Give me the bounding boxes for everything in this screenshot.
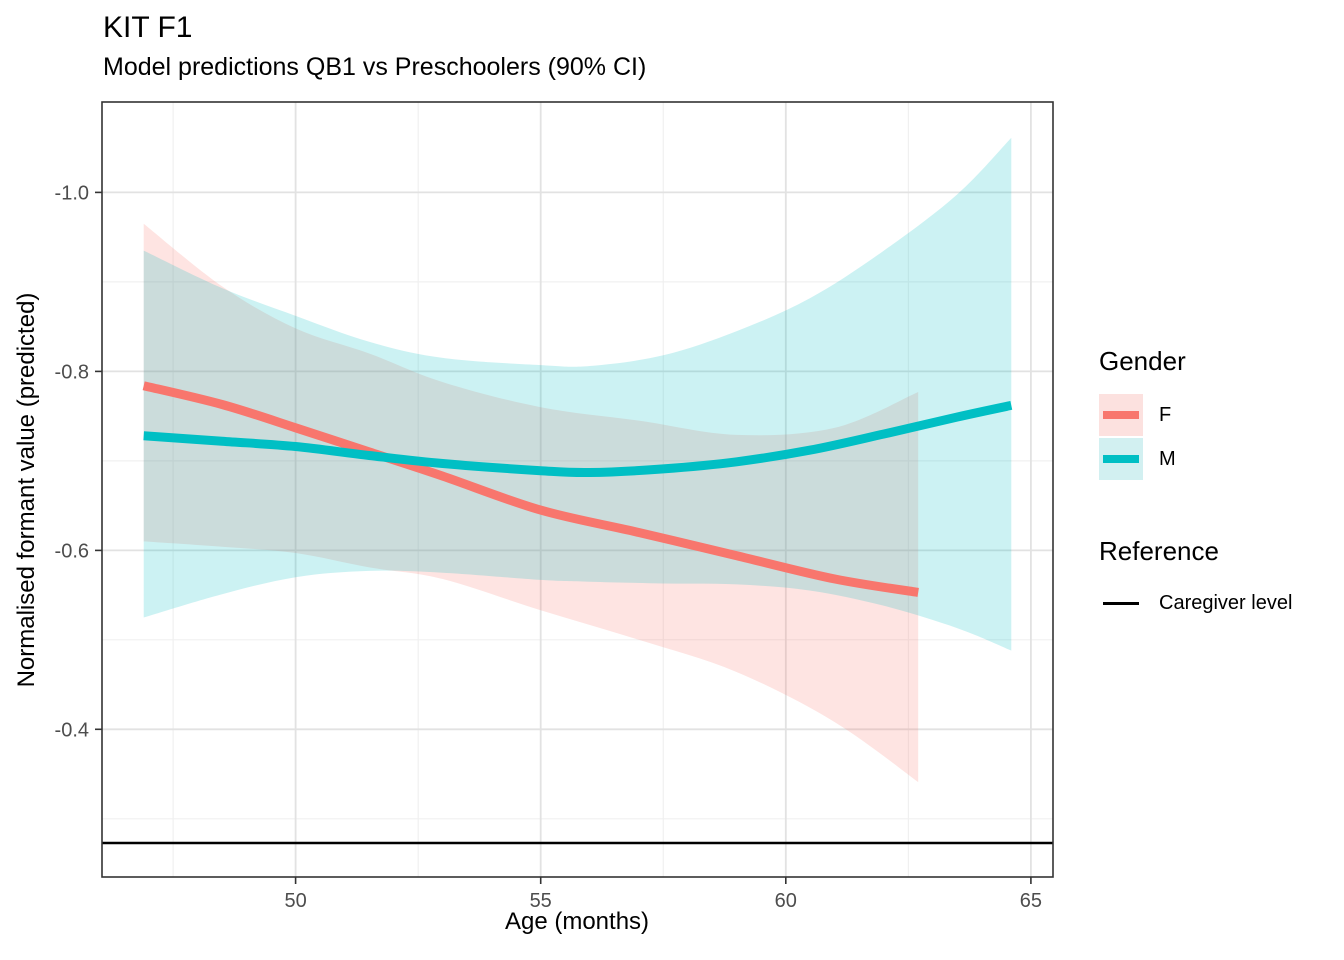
legend-label-m: M bbox=[1159, 447, 1176, 470]
x-tick-labels: 50 55 60 65 bbox=[284, 890, 1042, 912]
svg-text:55: 55 bbox=[530, 890, 552, 912]
legend-key-m bbox=[1099, 438, 1143, 480]
page-subtitle: Model predictions QB1 vs Preschoolers (9… bbox=[103, 53, 647, 81]
y-axis-title: Normalised formant value (predicted) bbox=[13, 292, 40, 688]
svg-text:65: 65 bbox=[1020, 890, 1042, 912]
legend-label-reference: Caregiver level bbox=[1159, 591, 1293, 614]
legend-label-f: F bbox=[1159, 403, 1172, 426]
grid-major bbox=[102, 102, 1053, 877]
svg-text:-0.8: -0.8 bbox=[55, 361, 89, 383]
page-title: KIT F1 bbox=[103, 11, 193, 44]
legend-key-line-m-icon bbox=[1103, 455, 1139, 463]
line-m bbox=[143, 400, 1013, 478]
svg-text:-0.4: -0.4 bbox=[55, 719, 89, 741]
legend-key-reference-line-icon bbox=[1103, 601, 1139, 605]
svg-text:50: 50 bbox=[284, 890, 306, 912]
svg-text:-1.0: -1.0 bbox=[55, 182, 89, 204]
legend-reference-title: Reference bbox=[1099, 536, 1219, 566]
legend-item-f: F bbox=[1099, 393, 1171, 437]
y-tick-labels: -1.0 -0.8 -0.6 -0.4 bbox=[55, 182, 89, 741]
legend-gender-title: Gender bbox=[1099, 346, 1186, 376]
axis-ticks bbox=[95, 191, 1032, 884]
legend-item-reference: Caregiver level bbox=[1099, 588, 1292, 618]
svg-text:-0.6: -0.6 bbox=[55, 540, 89, 562]
legend-key-f bbox=[1099, 394, 1143, 436]
grid-minor bbox=[102, 102, 1053, 877]
line-f bbox=[142, 381, 919, 597]
panel-border bbox=[101, 101, 1054, 878]
x-axis-title: Age (months) bbox=[504, 908, 650, 935]
legend-item-m: M bbox=[1099, 437, 1176, 481]
legend-key-line-f-icon bbox=[1103, 411, 1139, 419]
ribbon-m bbox=[143, 137, 1012, 651]
svg-text:60: 60 bbox=[775, 890, 797, 912]
